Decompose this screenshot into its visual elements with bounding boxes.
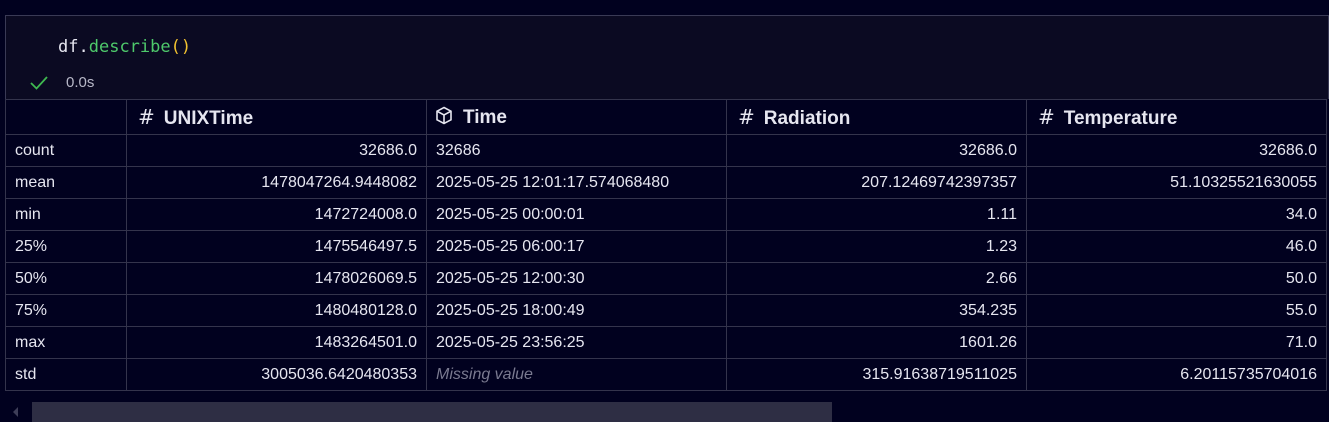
table-row: std 3005036.6420480353 Missing value 315… (5, 358, 1327, 391)
cell-time: 2025-05-25 00:00:01 (426, 198, 727, 231)
table-row: 25% 1475546497.5 2025-05-25 06:00:17 1.2… (5, 230, 1327, 263)
cell-unixtime: 1472724008.0 (126, 198, 427, 231)
cell-time-missing: Missing value (426, 358, 727, 391)
cell-radiation: 2.66 (726, 262, 1027, 295)
cell-unixtime: 1483264501.0 (126, 326, 427, 359)
cell-unixtime: 1478026069.5 (126, 262, 427, 295)
cell-unixtime: 1475546497.5 (126, 230, 427, 263)
column-header-unixtime[interactable]: # UNIXTime (126, 99, 427, 135)
header-row: # UNIXTime Time # Radiation # Temperature (5, 99, 1327, 135)
cell-time: 2025-05-25 06:00:17 (426, 230, 727, 263)
dataframe-output: # UNIXTime Time # Radiation # Temperature (5, 99, 1329, 399)
column-label: Temperature (1063, 107, 1178, 129)
cell-temperature: 46.0 (1026, 230, 1327, 263)
row-index: 50% (5, 262, 127, 295)
cell-radiation: 315.91638719511025 (726, 358, 1027, 391)
cell-temperature: 6.20115735704016 (1026, 358, 1327, 391)
hash-icon: # (1038, 104, 1055, 129)
cell-temperature: 71.0 (1026, 326, 1327, 359)
column-header-time[interactable]: Time (426, 99, 727, 135)
cell-time: 2025-05-25 23:56:25 (426, 326, 727, 359)
column-header-temperature[interactable]: # Temperature (1026, 99, 1327, 135)
index-header[interactable] (5, 99, 127, 135)
execution-duration: 0.0s (66, 74, 95, 91)
code-method: describe (88, 37, 171, 57)
cell-time: 2025-05-25 12:00:30 (426, 262, 727, 295)
execution-status: 0.0s (30, 74, 94, 91)
table-row: mean 1478047264.9448082 2025-05-25 12:01… (5, 166, 1327, 199)
cell-temperature: 50.0 (1026, 262, 1327, 295)
code-object: df (58, 37, 79, 57)
cell-unixtime: 32686.0 (126, 134, 427, 167)
table-row: max 1483264501.0 2025-05-25 23:56:25 160… (5, 326, 1327, 359)
cell-temperature: 32686.0 (1026, 134, 1327, 167)
cell-time: 2025-05-25 12:01:17.574068480 (426, 166, 727, 199)
row-index: 75% (5, 294, 127, 327)
cell-temperature: 51.10325521630055 (1026, 166, 1327, 199)
cell-time: 2025-05-25 18:00:49 (426, 294, 727, 327)
column-label: Radiation (763, 107, 851, 129)
code-parens: () (170, 37, 192, 57)
row-index: min (5, 198, 127, 231)
cell-radiation: 1.11 (726, 198, 1027, 231)
table-row: min 1472724008.0 2025-05-25 00:00:01 1.1… (5, 198, 1327, 231)
cell-radiation: 32686.0 (726, 134, 1027, 167)
hash-icon: # (738, 104, 755, 129)
scroll-left-arrow-icon[interactable] (13, 407, 18, 417)
table-row: 50% 1478026069.5 2025-05-25 12:00:30 2.6… (5, 262, 1327, 295)
cube-icon (436, 106, 452, 124)
cell-radiation: 354.235 (726, 294, 1027, 327)
cell-radiation: 1601.26 (726, 326, 1027, 359)
row-index: mean (5, 166, 127, 199)
column-header-radiation[interactable]: # Radiation (726, 99, 1027, 135)
row-index: count (5, 134, 127, 167)
cell-unixtime: 1480480128.0 (126, 294, 427, 327)
cell-unixtime: 1478047264.9448082 (126, 166, 427, 199)
cell-time: 32686 (426, 134, 727, 167)
hash-icon: # (138, 104, 155, 129)
horizontal-scrollbar[interactable] (5, 399, 1329, 422)
cell-radiation: 1.23 (726, 230, 1027, 263)
column-label: Time (463, 106, 508, 128)
top-strip (0, 0, 1329, 15)
row-index: max (5, 326, 127, 359)
code-line[interactable]: df.describe() (58, 37, 191, 57)
check-icon (30, 75, 48, 90)
scrollbar-thumb[interactable] (32, 402, 832, 422)
table-row: 75% 1480480128.0 2025-05-25 18:00:49 354… (5, 294, 1327, 327)
table-row: count 32686.0 32686 32686.0 32686.0 (5, 134, 1327, 167)
column-label: UNIXTime (163, 107, 254, 129)
cell-radiation: 207.12469742397357 (726, 166, 1027, 199)
code-dot: . (78, 37, 89, 57)
row-index: 25% (5, 230, 127, 263)
cell-temperature: 34.0 (1026, 198, 1327, 231)
code-cell[interactable]: df.describe() 0.0s (5, 15, 1329, 100)
describe-table: # UNIXTime Time # Radiation # Temperature (5, 99, 1327, 391)
cell-unixtime: 3005036.6420480353 (126, 358, 427, 391)
row-index: std (5, 358, 127, 391)
cell-temperature: 55.0 (1026, 294, 1327, 327)
